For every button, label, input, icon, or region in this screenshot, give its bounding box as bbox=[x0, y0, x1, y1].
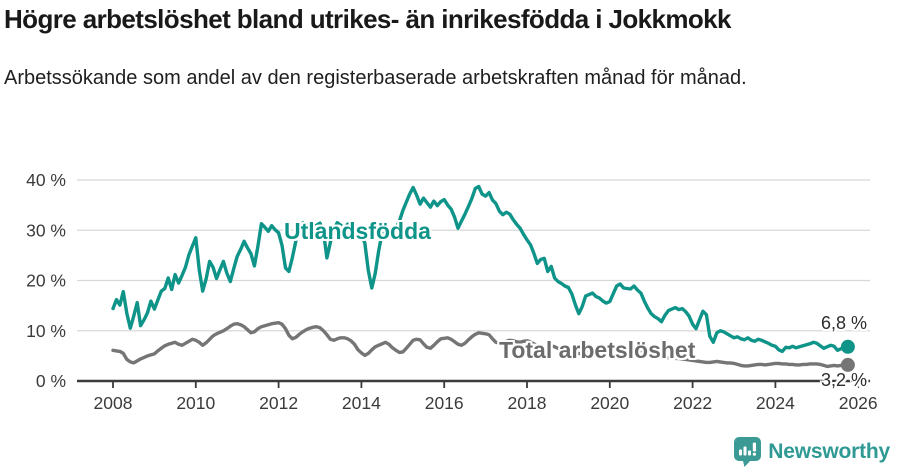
y-axis-tick-label: 0 % bbox=[36, 371, 66, 391]
speech-bubble-shape bbox=[734, 437, 762, 467]
x-axis-tick-label: 2016 bbox=[425, 393, 464, 413]
x-axis-tick-label: 2014 bbox=[342, 393, 381, 413]
exclamation-dot bbox=[753, 452, 757, 456]
series-endpoint-dot bbox=[840, 357, 855, 372]
x-axis-tick-label: 2022 bbox=[673, 393, 712, 413]
x-axis-tick-label: 2012 bbox=[259, 393, 298, 413]
y-axis-tick-label: 40 % bbox=[26, 170, 66, 190]
x-axis-tick-label: 2026 bbox=[839, 393, 878, 413]
brand-name: Newsworthy bbox=[768, 440, 890, 463]
series-line-total bbox=[111, 321, 850, 369]
bar-2 bbox=[743, 446, 747, 456]
x-axis-tick-label: 2018 bbox=[508, 393, 547, 413]
y-axis-tick-label: 20 % bbox=[26, 271, 66, 291]
chart-subtitle: Arbetssökande som andel av den registerb… bbox=[4, 67, 747, 89]
exclamation-stem bbox=[753, 442, 757, 452]
x-axis-tick-label: 2024 bbox=[756, 393, 795, 413]
bar-3 bbox=[748, 450, 752, 456]
end-value-label-utlandsfodda: 6,8 % bbox=[820, 313, 867, 333]
x-axis-tick-label: 2008 bbox=[94, 393, 133, 413]
series-label-total-arbetsloshet: Total arbetslöshet bbox=[499, 337, 696, 363]
page-title: Högre arbetslöshet bland utrikes- än inr… bbox=[4, 4, 731, 34]
newsworthy-bubble-chart-icon bbox=[734, 437, 762, 467]
y-axis-tick-label: 10 % bbox=[26, 321, 66, 341]
brand-footer: Newsworthy bbox=[734, 436, 890, 468]
x-axis-tick-label: 2020 bbox=[590, 393, 629, 413]
series-line-utlandsfodda bbox=[111, 184, 850, 354]
end-value-label-total: 3,2 % bbox=[820, 370, 867, 390]
y-axis-tick-label: 30 % bbox=[26, 220, 66, 240]
x-axis-tick-label: 2010 bbox=[176, 393, 215, 413]
series-endpoint-dot bbox=[840, 339, 855, 354]
series-label-utlandsfodda: Utlandsfödda bbox=[284, 218, 431, 244]
bar-1 bbox=[739, 449, 743, 456]
